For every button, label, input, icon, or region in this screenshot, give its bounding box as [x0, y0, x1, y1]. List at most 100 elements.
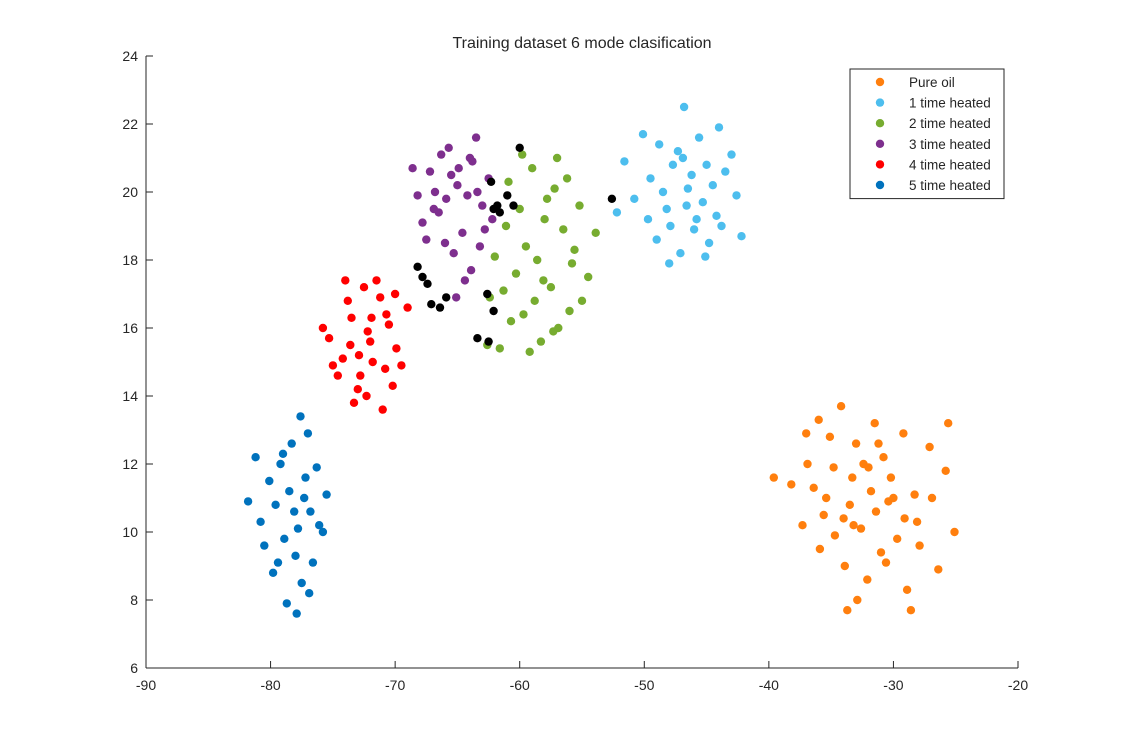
data-point — [910, 490, 919, 499]
data-point — [870, 419, 879, 428]
data-point — [354, 351, 364, 360]
series-2 — [483, 150, 600, 356]
data-point — [268, 568, 278, 577]
data-point — [689, 225, 699, 234]
data-point — [655, 140, 664, 149]
data-point — [539, 276, 548, 285]
data-point — [458, 228, 467, 237]
data-point — [893, 534, 902, 543]
data-point — [278, 449, 288, 458]
data-point — [499, 286, 508, 295]
data-point — [692, 215, 701, 224]
data-point — [876, 548, 886, 557]
data-point — [708, 181, 717, 190]
data-point — [349, 398, 359, 407]
data-point — [392, 344, 401, 353]
y-axis-ticks: 6 8 10 12 14 16 18 20 22 24 — [122, 48, 153, 676]
data-point — [944, 419, 953, 428]
data-point — [449, 249, 458, 258]
data-point — [251, 453, 260, 462]
data-point — [413, 262, 422, 271]
axes — [145, 56, 1018, 669]
y-tick-label: 14 — [122, 388, 138, 404]
series-4 — [318, 276, 412, 414]
data-point — [435, 303, 445, 312]
data-point — [866, 487, 876, 496]
data-point — [452, 293, 461, 302]
data-point — [362, 391, 371, 401]
data-point — [912, 517, 922, 526]
data-point — [612, 208, 622, 217]
data-point — [678, 153, 688, 163]
data-point — [815, 544, 825, 554]
data-point — [293, 524, 303, 533]
data-point — [843, 606, 852, 615]
data-point — [343, 296, 352, 305]
data-point — [665, 259, 674, 268]
data-point — [515, 204, 524, 214]
data-point — [305, 589, 314, 598]
data-point — [318, 527, 328, 537]
data-point — [830, 531, 840, 540]
data-point — [488, 215, 497, 224]
data-point — [863, 575, 872, 584]
data-point — [546, 283, 556, 292]
data-point — [306, 507, 315, 516]
data-point — [802, 429, 811, 438]
data-point — [668, 160, 678, 169]
data-point — [714, 123, 724, 132]
data-point — [646, 174, 655, 183]
data-point — [376, 293, 385, 302]
data-point — [941, 466, 950, 475]
x-tick-label: -40 — [759, 677, 779, 693]
x-tick-label: -30 — [883, 677, 903, 693]
data-point — [422, 235, 431, 244]
data-point — [297, 578, 306, 588]
data-point — [465, 153, 475, 163]
data-point — [359, 283, 369, 292]
x-tick-label: -20 — [1008, 677, 1028, 693]
data-point — [308, 558, 318, 567]
data-point — [577, 296, 587, 305]
data-point — [864, 463, 873, 472]
data-point — [480, 225, 489, 234]
data-point — [652, 235, 661, 244]
data-point — [567, 259, 577, 268]
data-point — [717, 221, 726, 231]
data-point — [454, 164, 463, 173]
data-point — [403, 303, 412, 312]
data-point — [934, 565, 943, 574]
data-point — [382, 310, 391, 319]
legend-marker — [875, 180, 885, 190]
legend-label: 2 time heated — [909, 116, 991, 131]
data-point — [489, 204, 498, 214]
data-point — [518, 150, 527, 159]
data-point — [712, 211, 721, 220]
data-point — [484, 337, 493, 346]
data-point — [819, 510, 828, 520]
legend: Pure oil 1 time heated 2 time heated 3 time… — [849, 68, 1005, 200]
data-point — [495, 208, 504, 217]
data-point — [803, 459, 812, 469]
data-point — [440, 238, 450, 248]
legend-marker — [875, 77, 885, 87]
data-point — [540, 215, 549, 224]
series-5 — [243, 412, 331, 618]
data-point — [727, 150, 736, 159]
data-point — [333, 371, 342, 380]
data-point — [276, 459, 285, 469]
data-point — [950, 527, 959, 537]
x-tick-label: -80 — [260, 677, 280, 693]
data-point — [687, 170, 696, 180]
data-point — [825, 432, 835, 441]
data-point — [447, 170, 456, 180]
data-point — [265, 476, 274, 486]
data-point — [519, 310, 528, 319]
data-point — [287, 439, 296, 448]
data-point — [442, 194, 451, 203]
data-point — [390, 289, 400, 299]
data-point — [521, 242, 531, 251]
legend-label: 3 time heated — [909, 137, 991, 152]
data-point — [683, 184, 693, 193]
data-point — [871, 507, 881, 516]
